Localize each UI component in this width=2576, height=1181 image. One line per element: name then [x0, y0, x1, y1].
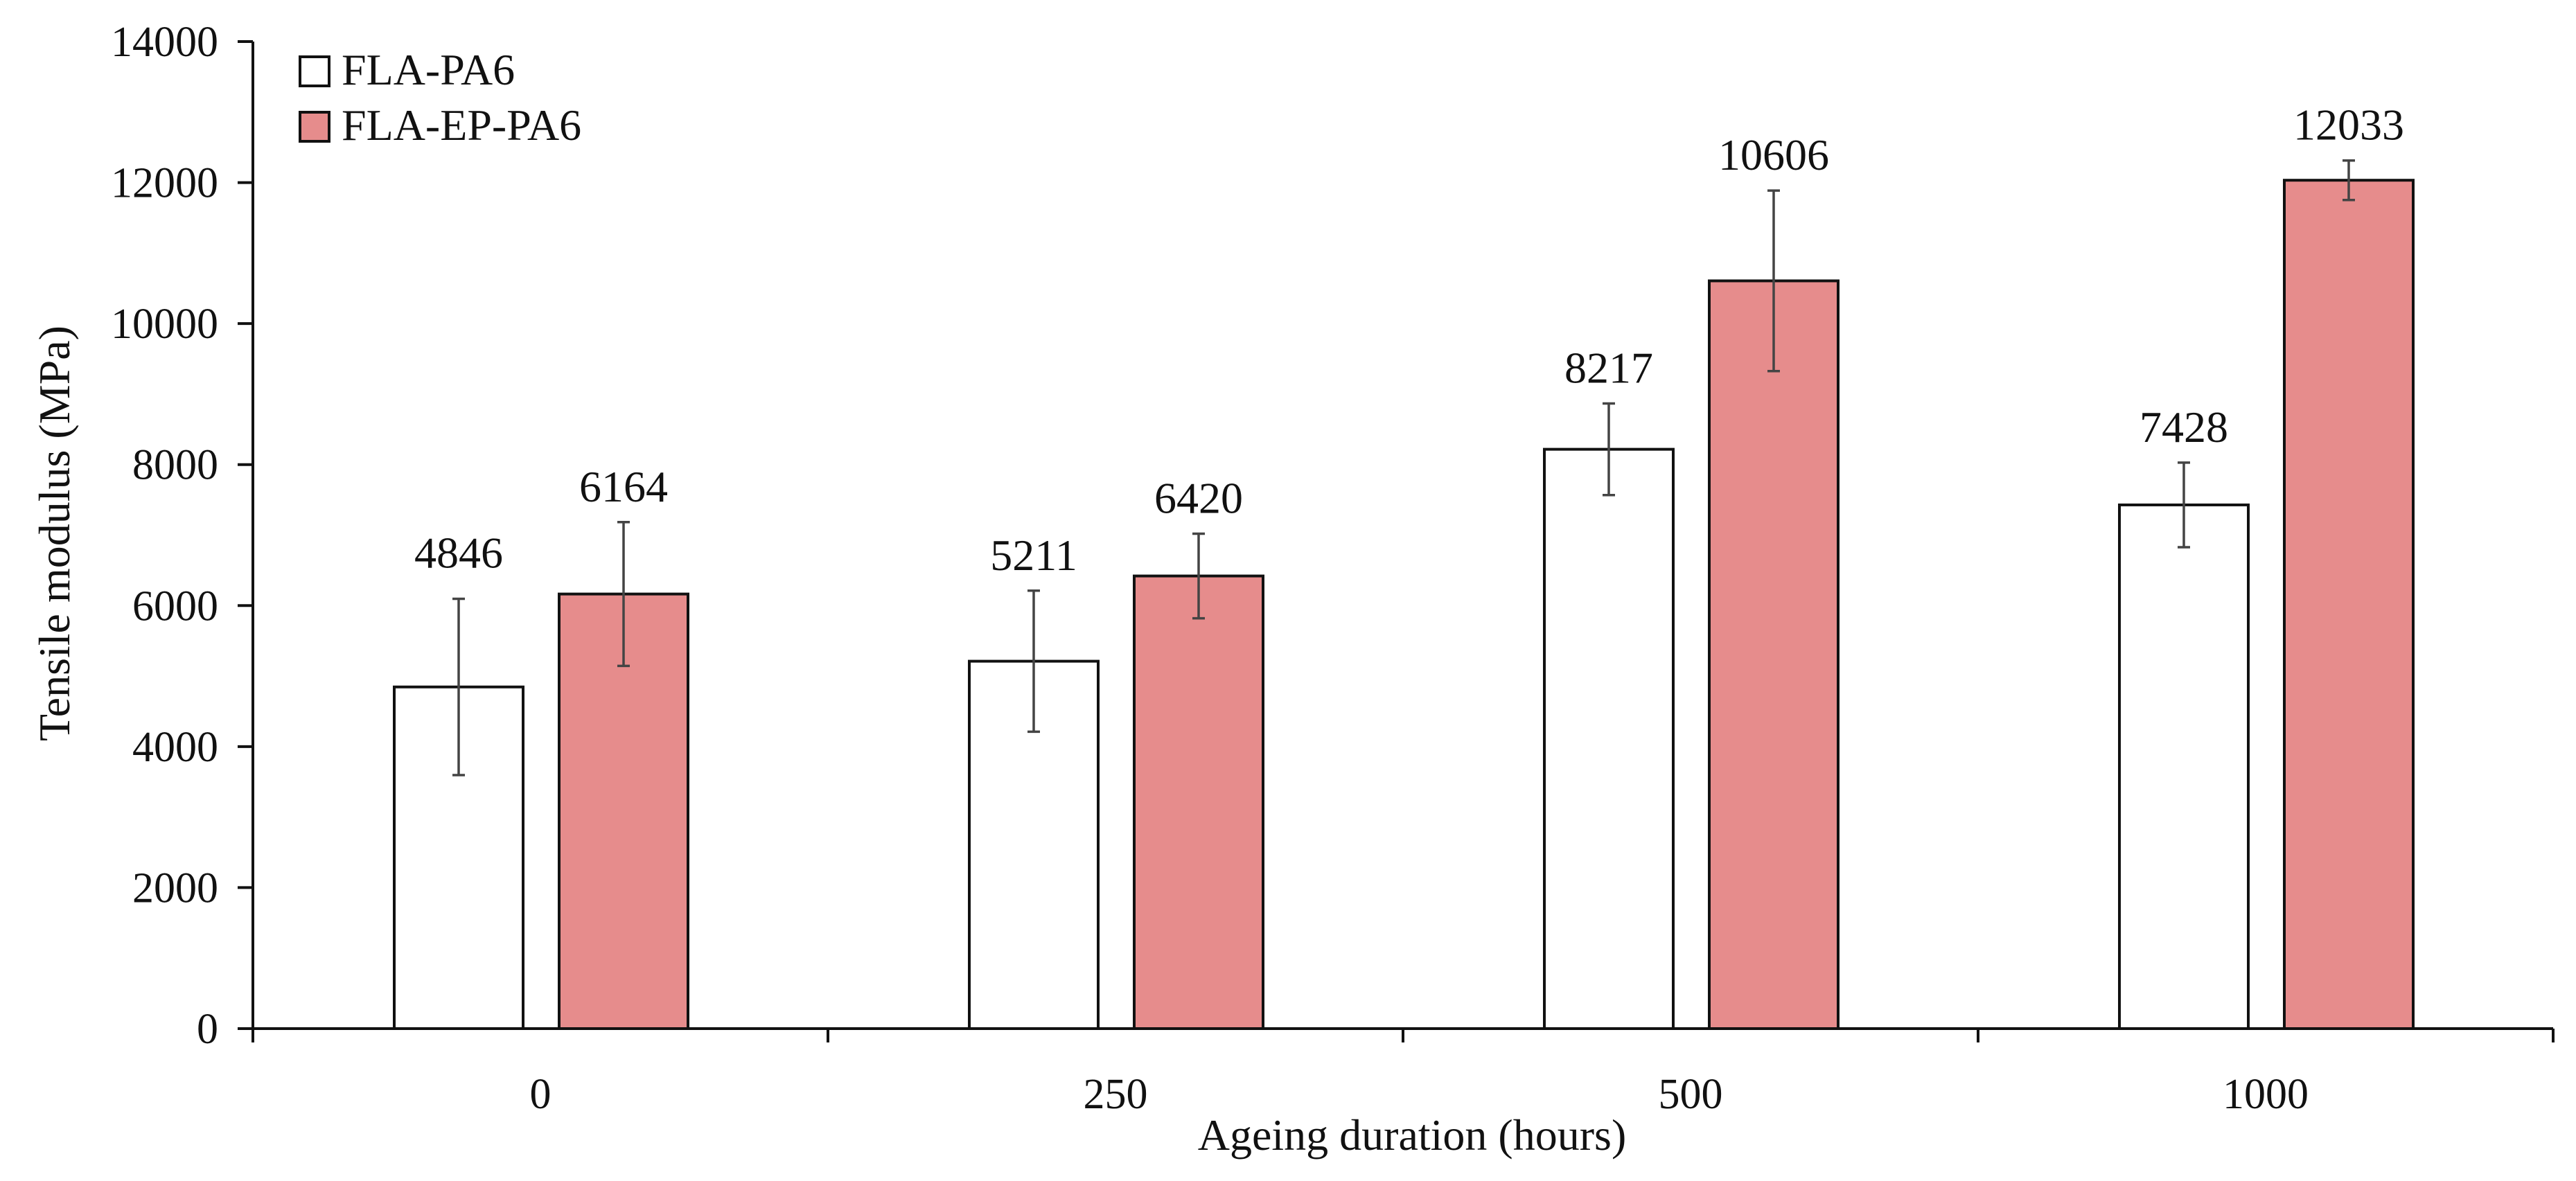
data-label: 12033 [2293, 100, 2404, 150]
bar-fla-pa6 [1543, 447, 1675, 1030]
y-tick-label: 12000 [111, 160, 218, 207]
axes-group: 0 2000 4000 6000 8000 10000 12000 14000 0 250 500 1… [111, 19, 2555, 1118]
data-label: 6420 [1154, 473, 1243, 522]
legend: FLA-PA6 FLA-EP-PA6 [299, 45, 581, 150]
legend-swatch-fla-pa6 [299, 55, 330, 87]
y-tick-label: 10000 [111, 301, 218, 348]
data-label: 6164 [579, 462, 668, 511]
legend-label-fla-ep-pa6: FLA-EP-PA6 [342, 100, 581, 150]
x-tick-label: 1000 [2223, 1071, 2309, 1118]
bar-fla-pa6 [2118, 503, 2250, 1030]
x-tick-label: 500 [1659, 1071, 1723, 1118]
y-tick-label: 8000 [132, 442, 218, 489]
bar-fla-ep-pa6 [1133, 574, 1264, 1030]
bars-group [393, 179, 2415, 1031]
data-label: 5211 [990, 531, 1077, 580]
y-tick-label: 6000 [132, 583, 218, 630]
bar-fla-ep-pa6 [1708, 279, 1840, 1031]
y-tick-label: 2000 [132, 864, 218, 912]
bar-fla-ep-pa6 [2283, 179, 2415, 1030]
x-tick-label: 250 [1084, 1071, 1148, 1118]
data-label: 7428 [2140, 402, 2228, 452]
y-tick-label: 0 [197, 1006, 218, 1053]
data-label: 4846 [414, 529, 503, 578]
data-labels-group: 4846 5211 8217 7428 6164 6420 10606 12033 [414, 100, 2404, 580]
error-bars-group [452, 159, 2355, 776]
legend-label-fla-pa6: FLA-PA6 [342, 45, 515, 94]
data-label: 10606 [1718, 130, 1829, 179]
y-tick-label: 4000 [132, 724, 218, 771]
x-tick-label: 0 [530, 1071, 552, 1118]
y-axis-title: Tensile modulus (MPa) [30, 326, 79, 741]
y-tick-label: 14000 [111, 19, 218, 66]
legend-swatch-fla-ep-pa6 [299, 111, 330, 143]
data-label: 8217 [1564, 343, 1653, 392]
x-axis-title: Ageing duration (hours) [1198, 1110, 1627, 1160]
